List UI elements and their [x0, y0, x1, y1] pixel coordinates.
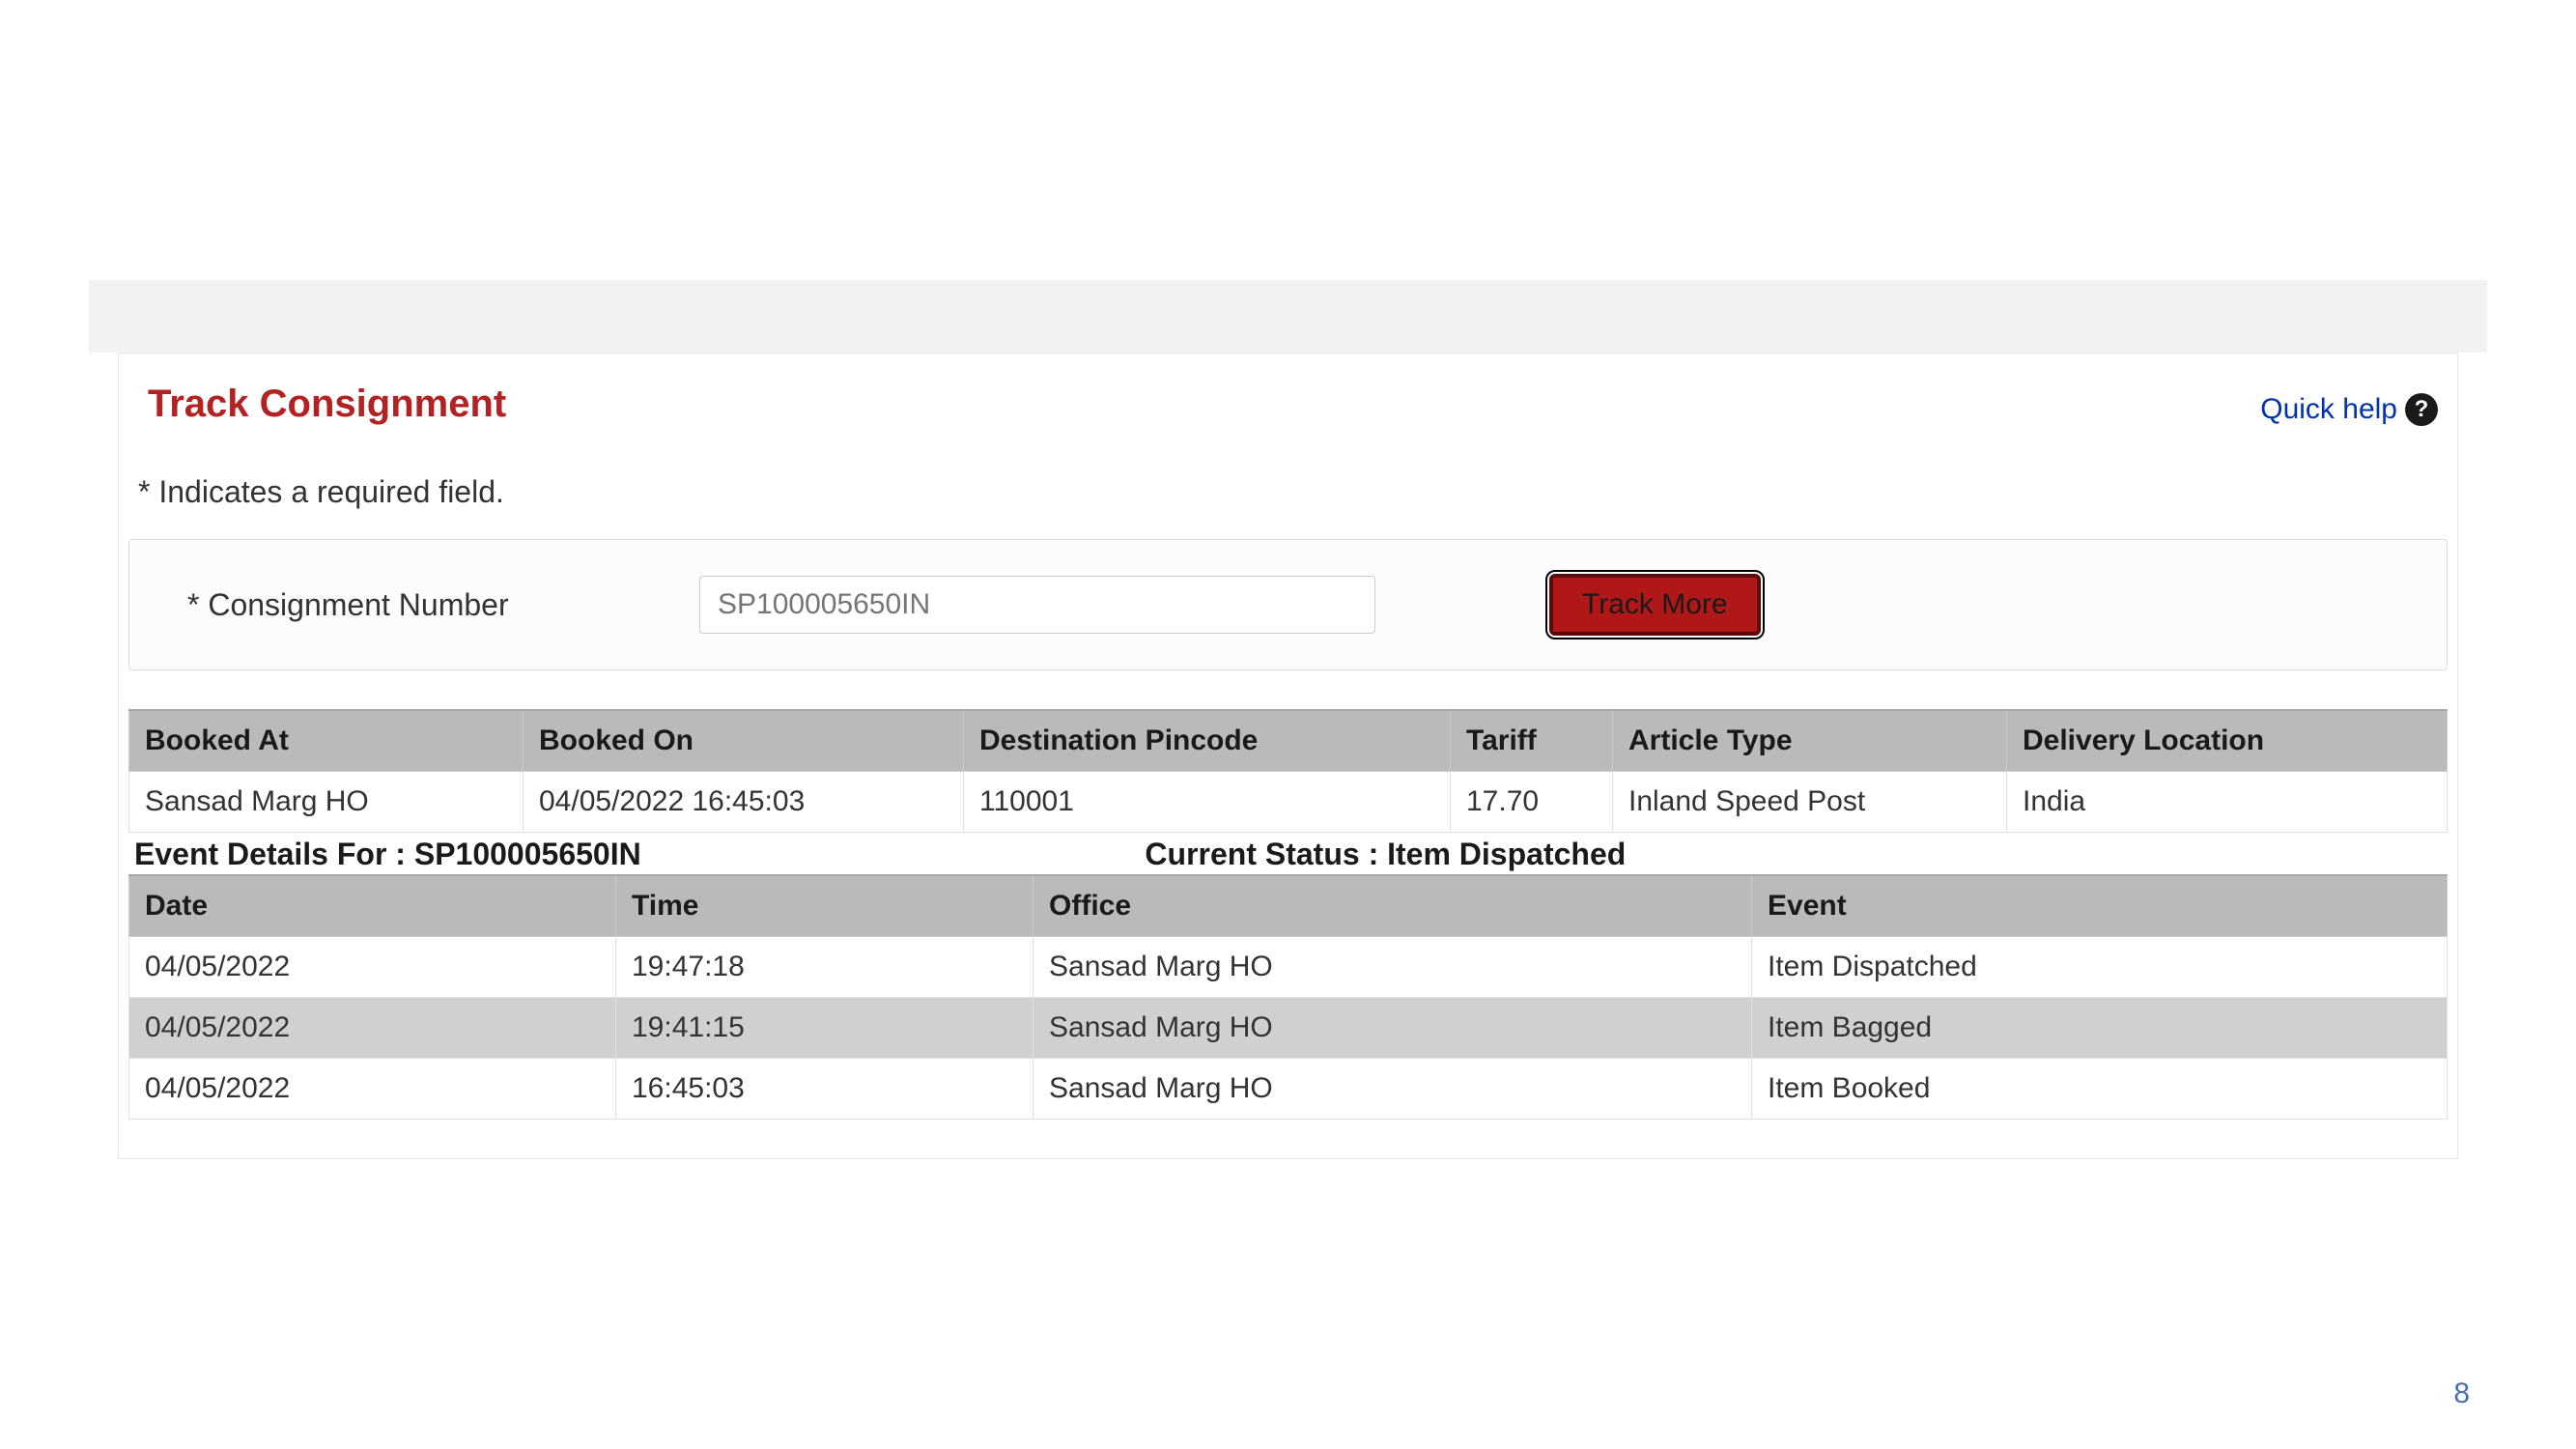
table-column-header: Tariff	[1451, 710, 1613, 772]
table-cell: India	[2007, 772, 2448, 833]
table-cell: Item Dispatched	[1752, 937, 2448, 998]
table-cell: Item Booked	[1752, 1059, 2448, 1120]
table-cell: 04/05/2022 16:45:03	[524, 772, 964, 833]
table-column-header: Date	[129, 875, 616, 937]
table-column-header: Destination Pincode	[964, 710, 1451, 772]
track-panel: Track Consignment Quick help ? * Indicat…	[118, 353, 2458, 1159]
table-row: 04/05/202216:45:03Sansad Marg HOItem Boo…	[129, 1059, 2448, 1120]
table-cell: 19:47:18	[616, 937, 1033, 998]
page-number: 8	[2453, 1378, 2470, 1410]
search-form: * Consignment Number Track More	[128, 539, 2448, 670]
table-row: 04/05/202219:41:15Sansad Marg HOItem Bag…	[129, 998, 2448, 1059]
table-cell: 19:41:15	[616, 998, 1033, 1059]
help-icon: ?	[2405, 393, 2438, 426]
consignment-number-label: * Consignment Number	[158, 587, 661, 623]
table-cell: Sansad Marg HO	[1033, 937, 1752, 998]
consignment-number-input[interactable]	[699, 576, 1375, 634]
table-column-header: Booked At	[129, 710, 524, 772]
table-cell: Item Bagged	[1752, 998, 2448, 1059]
table-cell: 110001	[964, 772, 1451, 833]
event-details-label: Event Details For : SP100005650IN	[128, 837, 1125, 872]
table-column-header: Delivery Location	[2007, 710, 2448, 772]
table-cell: Sansad Marg HO	[129, 772, 524, 833]
events-table: DateTimeOfficeEvent 04/05/202219:47:18Sa…	[128, 874, 2448, 1120]
panel-header: Track Consignment Quick help ?	[119, 373, 2457, 445]
quick-help-link[interactable]: Quick help ?	[2260, 393, 2438, 426]
quick-help-label: Quick help	[2260, 393, 2397, 426]
table-cell: 04/05/2022	[129, 998, 616, 1059]
table-cell: Sansad Marg HO	[1033, 1059, 1752, 1120]
table-row: 04/05/202219:47:18Sansad Marg HOItem Dis…	[129, 937, 2448, 998]
table-column-header: Booked On	[524, 710, 964, 772]
booking-summary-table: Booked AtBooked OnDestination PincodeTar…	[128, 709, 2448, 833]
table-cell: 16:45:03	[616, 1059, 1033, 1120]
table-cell: Sansad Marg HO	[1033, 998, 1752, 1059]
table-cell: 04/05/2022	[129, 1059, 616, 1120]
table-column-header: Time	[616, 875, 1033, 937]
table-column-header: Event	[1752, 875, 2448, 937]
background-band	[89, 280, 2487, 353]
page-title: Track Consignment	[148, 383, 506, 426]
table-column-header: Article Type	[1613, 710, 2007, 772]
table-cell: 17.70	[1451, 772, 1613, 833]
current-status-label: Current Status : Item Dispatched	[1125, 837, 2448, 872]
track-more-button[interactable]: Track More	[1549, 574, 1761, 636]
table-cell: 04/05/2022	[129, 937, 616, 998]
table-cell: Inland Speed Post	[1613, 772, 2007, 833]
status-row: Event Details For : SP100005650IN Curren…	[128, 837, 2448, 872]
required-field-note: * Indicates a required field.	[138, 474, 2457, 510]
table-column-header: Office	[1033, 875, 1752, 937]
